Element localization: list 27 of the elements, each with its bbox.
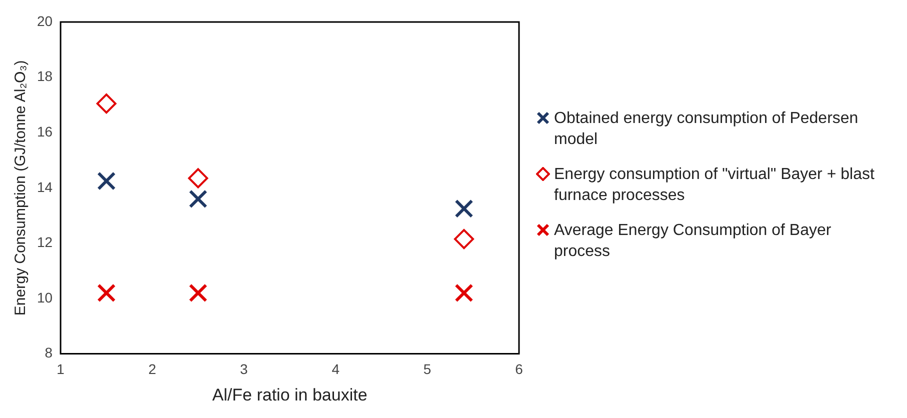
- legend-label: Obtained energy consumption of Pedersen model: [554, 109, 860, 150]
- x-tick-label: 1: [56, 361, 65, 378]
- point: [97, 284, 116, 302]
- x-tick-label: 2: [148, 361, 156, 378]
- y-tick-label: 14: [36, 178, 53, 195]
- y-tick-label: 20: [36, 12, 53, 29]
- point: [96, 94, 116, 114]
- point: [454, 199, 474, 218]
- point: [188, 284, 208, 302]
- x-tick-label: 5: [423, 361, 432, 378]
- legend-label: Average Energy Consumption of Bayer process: [554, 221, 832, 262]
- y-tick-label: 10: [36, 289, 53, 306]
- y-tick-label: 16: [36, 123, 53, 140]
- x-tick-label: 6: [515, 361, 524, 378]
- point: [188, 190, 208, 208]
- y-tick-label: 18: [36, 68, 53, 84]
- x-axis-title: Al/Fe ratio in bauxite: [212, 385, 368, 404]
- y-tick-label: 8: [44, 344, 53, 361]
- point: [188, 168, 208, 188]
- y-axis-title: Energy Consumption (GJ/tonne Al₂O₃): [12, 60, 30, 316]
- legend-label: Energy consumption of "virtual" Bayer + blast furnace processes: [554, 165, 876, 206]
- x-tick-label: 3: [240, 361, 248, 378]
- point: [454, 229, 474, 250]
- point: [97, 172, 116, 190]
- point: [454, 284, 474, 302]
- y-tick-label: 12: [36, 234, 53, 250]
- x-tick-label: 4: [332, 361, 340, 378]
